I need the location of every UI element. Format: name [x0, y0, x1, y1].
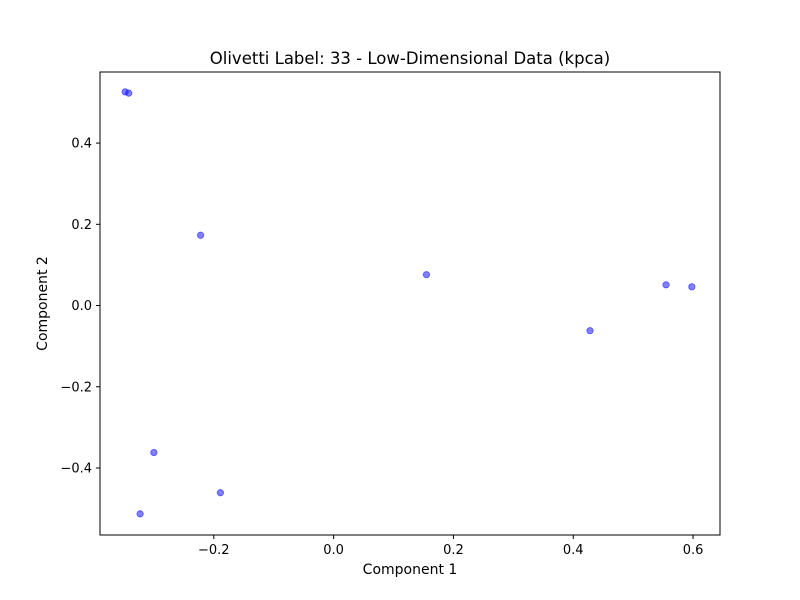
y-axis-label: Component 2 — [35, 256, 51, 351]
x-tick-label: 0.2 — [443, 543, 464, 558]
scatter-point — [688, 283, 696, 291]
scatter-point — [136, 510, 144, 518]
y-tick-label: 0.4 — [71, 137, 92, 152]
x-tick-label: −0.2 — [198, 543, 230, 558]
x-axis-label: Component 1 — [363, 562, 458, 578]
x-axis-ticks: −0.2 0.0 0.2 0.4 0.6 — [198, 535, 703, 558]
chart-title: Olivetti Label: 33 - Low-Dimensional Dat… — [210, 49, 610, 68]
y-axis-ticks: −0.4 −0.2 0.0 0.2 0.4 — [60, 137, 100, 476]
scatter-point — [216, 489, 225, 497]
x-tick-label: 0.0 — [323, 543, 344, 558]
points-layer — [121, 88, 696, 518]
scatter-point — [125, 89, 133, 97]
y-tick-label: 0.2 — [71, 218, 92, 233]
scatter-point — [422, 271, 431, 279]
y-tick-label: −0.2 — [60, 380, 92, 395]
scatter-point — [197, 231, 205, 239]
scatter-point — [586, 327, 594, 335]
y-tick-label: −0.4 — [60, 461, 92, 476]
scatter-point — [150, 448, 158, 457]
x-tick-label: 0.6 — [683, 543, 704, 558]
scatter-point — [662, 281, 670, 289]
plot-area-frame — [99, 71, 721, 536]
y-tick-label: 0.0 — [71, 299, 92, 314]
x-tick-label: 0.4 — [563, 543, 584, 558]
